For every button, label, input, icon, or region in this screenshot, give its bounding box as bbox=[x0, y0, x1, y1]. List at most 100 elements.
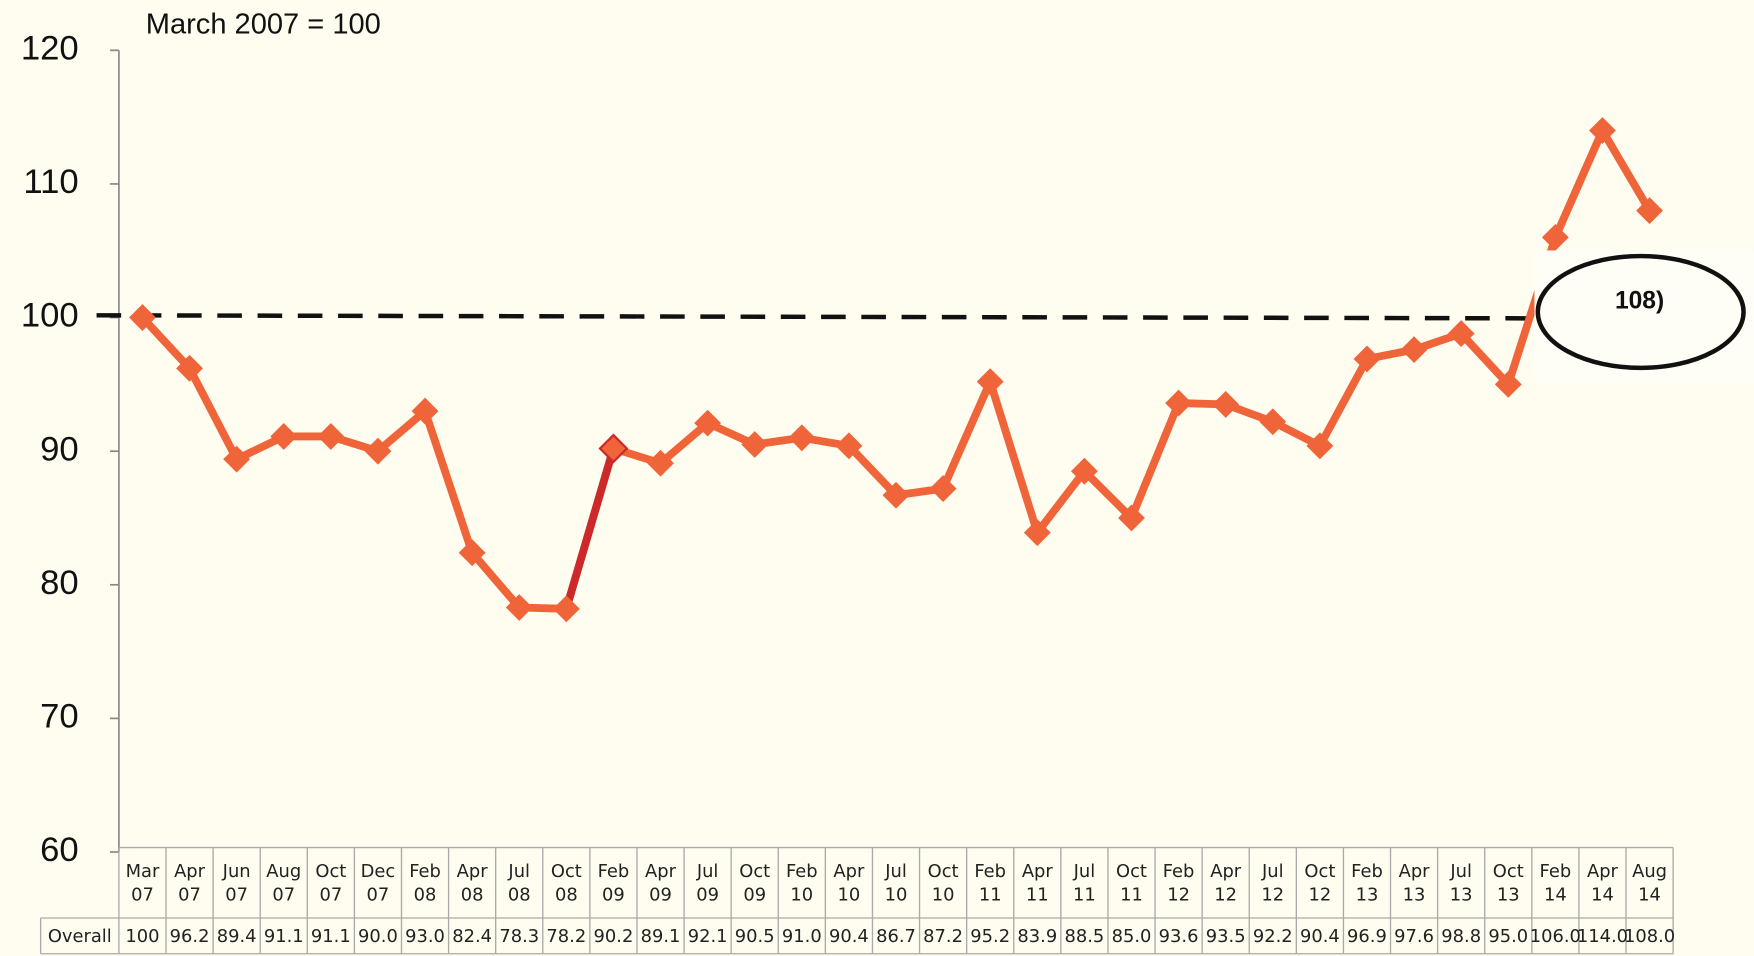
marker bbox=[317, 423, 345, 450]
legend-label: Overall bbox=[48, 926, 112, 947]
marker bbox=[270, 423, 298, 450]
data-label: 95.2 bbox=[970, 926, 1010, 947]
x-tick-label: Feb 09 bbox=[598, 861, 630, 905]
data-label: 78.2 bbox=[546, 926, 586, 947]
data-label: 91.1 bbox=[311, 926, 351, 947]
x-tick-label: Jul 10 bbox=[884, 861, 907, 905]
data-label: 95.0 bbox=[1488, 926, 1528, 947]
y-tick-label: 100 bbox=[21, 297, 79, 335]
marker bbox=[1353, 345, 1381, 373]
data-label: 85.0 bbox=[1112, 926, 1152, 947]
data-label: 114.0 bbox=[1577, 926, 1628, 947]
x-tick-label: Feb 10 bbox=[786, 861, 818, 905]
marker bbox=[882, 481, 910, 509]
data-label: 90.4 bbox=[829, 926, 869, 947]
x-tick-label: Oct 09 bbox=[739, 861, 770, 905]
x-tick-label: Jul 08 bbox=[507, 861, 530, 905]
data-label: 90.2 bbox=[594, 926, 634, 947]
x-tick-label: Apr 09 bbox=[645, 861, 677, 905]
x-tick-label: Apr 08 bbox=[457, 861, 489, 905]
data-label: 97.6 bbox=[1394, 926, 1434, 947]
highlight-segment bbox=[562, 444, 618, 613]
x-tick-label: Oct 07 bbox=[315, 861, 346, 905]
x-tick-label: Jun 07 bbox=[222, 861, 251, 905]
marker bbox=[1400, 336, 1428, 364]
data-label: 92.1 bbox=[688, 926, 728, 947]
x-tick-label: Aug 14 bbox=[1632, 861, 1667, 905]
marker bbox=[458, 539, 486, 567]
annotation: 108) bbox=[1615, 287, 1664, 314]
marker bbox=[176, 354, 203, 382]
data-label: 90.0 bbox=[358, 926, 398, 947]
data-label: 93.5 bbox=[1206, 926, 1246, 947]
data-label: 98.8 bbox=[1441, 926, 1481, 947]
y-tick-label: 110 bbox=[23, 163, 78, 201]
y-tick-label: 120 bbox=[21, 29, 79, 67]
x-tick-label: Feb 11 bbox=[974, 861, 1006, 905]
marker bbox=[223, 445, 251, 473]
marker bbox=[598, 433, 629, 464]
reference-line bbox=[96, 313, 1684, 321]
x-tick-label: Apr 11 bbox=[1022, 861, 1054, 905]
marker bbox=[835, 432, 863, 460]
x-tick-label: Oct 08 bbox=[551, 861, 582, 905]
y-tick-label: 90 bbox=[40, 430, 79, 468]
y-tick-label: 60 bbox=[40, 831, 79, 869]
data-label: 87.2 bbox=[923, 926, 963, 947]
data-label: 91.0 bbox=[782, 926, 822, 947]
data-label: 93.6 bbox=[1159, 926, 1199, 947]
x-tick-label: Oct 10 bbox=[928, 861, 959, 905]
marker bbox=[364, 437, 392, 465]
data-label: 82.4 bbox=[452, 926, 492, 947]
marker bbox=[929, 475, 957, 502]
x-tick-label: Apr 12 bbox=[1210, 861, 1242, 905]
marker bbox=[1541, 223, 1569, 251]
x-tick-label: Dec 07 bbox=[361, 861, 396, 905]
data-label: 92.2 bbox=[1253, 926, 1293, 947]
data-label: 90.4 bbox=[1300, 926, 1340, 947]
x-tick-label: Feb 14 bbox=[1540, 861, 1572, 905]
data-label: 90.5 bbox=[735, 926, 775, 947]
x-tick-label: Apr 13 bbox=[1399, 861, 1431, 905]
subtitle: March 2007 = 100 bbox=[146, 8, 381, 40]
marker bbox=[1447, 320, 1475, 348]
x-tick-label: Jul 11 bbox=[1073, 861, 1096, 905]
x-tick-label: Aug 07 bbox=[266, 861, 301, 905]
marker bbox=[788, 424, 816, 452]
x-tick-label: Oct 11 bbox=[1116, 861, 1147, 905]
marker bbox=[411, 397, 439, 425]
x-tick-label: Oct 13 bbox=[1493, 861, 1524, 905]
data-label: 88.5 bbox=[1064, 926, 1104, 947]
data-label: 100 bbox=[125, 926, 159, 947]
data-label: 108.0 bbox=[1624, 926, 1675, 947]
marker bbox=[1165, 389, 1193, 417]
x-tick-label: Jul 13 bbox=[1449, 861, 1472, 905]
marker bbox=[1494, 370, 1522, 398]
annotation-ellipse bbox=[1535, 253, 1746, 371]
x-tick-label: Feb 13 bbox=[1351, 861, 1383, 905]
data-label: 89.4 bbox=[217, 926, 257, 947]
data-label: 96.2 bbox=[170, 926, 210, 947]
marker bbox=[647, 449, 674, 477]
data-label: 93.0 bbox=[405, 926, 445, 947]
x-tick-label: Oct 12 bbox=[1304, 861, 1335, 905]
x-tick-label: Feb 12 bbox=[1163, 861, 1195, 905]
data-label: 86.7 bbox=[876, 926, 916, 947]
marker bbox=[129, 304, 156, 331]
x-tick-label: Apr 14 bbox=[1587, 861, 1619, 905]
data-label: 96.9 bbox=[1347, 926, 1387, 947]
data-label: 91.1 bbox=[264, 926, 304, 947]
y-tick-label: 80 bbox=[40, 564, 79, 602]
x-tick-label: Apr 07 bbox=[174, 861, 206, 905]
x-tick-label: Jul 12 bbox=[1261, 861, 1284, 905]
data-label: 106.0 bbox=[1530, 926, 1581, 947]
x-tick-label: Jul 09 bbox=[696, 861, 719, 905]
x-tick-label: Feb 08 bbox=[409, 861, 441, 905]
x-tick-label: Apr 10 bbox=[833, 861, 865, 905]
data-label: 89.1 bbox=[641, 926, 681, 947]
data-label: 83.9 bbox=[1017, 926, 1057, 947]
marker bbox=[505, 594, 533, 621]
x-tick-label: Mar 07 bbox=[126, 861, 160, 905]
data-label: 78.3 bbox=[499, 926, 539, 947]
